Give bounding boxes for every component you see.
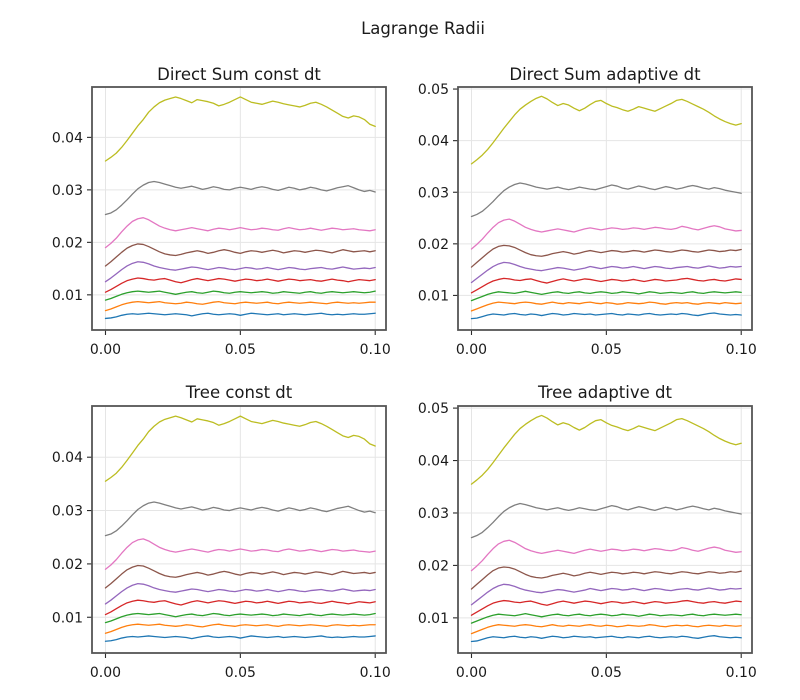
y-tick-label: 0.04 — [52, 450, 83, 466]
plot-area: 0.00 0.05 0.10 0.01 0.02 0.03 0.04 — [52, 86, 391, 358]
y-tick-label: 0.02 — [52, 557, 83, 573]
series-line-7 — [470, 218, 742, 250]
y-tick-label: 0.01 — [52, 288, 83, 304]
series-line-8 — [470, 502, 742, 539]
x-tick-label: 0.10 — [726, 342, 757, 358]
series-line-6 — [470, 244, 742, 268]
series-line-5 — [104, 583, 376, 605]
subplot-tree-adaptive-dt: 0.00 0.05 0.10 0.01 0.02 0.03 0.04 0.05 Tree ad… — [418, 383, 757, 681]
x-tick-label: 0.00 — [90, 342, 121, 358]
series-line-4 — [470, 599, 742, 616]
axes-border — [457, 86, 753, 331]
plot-area: 0.00 0.05 0.10 0.01 0.02 0.03 0.04 0.05 — [418, 401, 757, 681]
y-tick-label: 0.03 — [418, 506, 449, 522]
x-tick-label: 0.00 — [456, 342, 487, 358]
series-line-3 — [104, 290, 376, 301]
series-line-7 — [470, 539, 742, 572]
series-line-8 — [104, 501, 376, 537]
series-line-4 — [104, 277, 376, 293]
y-tick-label: 0.02 — [418, 237, 449, 253]
subplot-title: Direct Sum const dt — [157, 65, 321, 84]
y-tick-label: 0.01 — [418, 611, 449, 627]
series-line-2 — [470, 624, 742, 635]
y-tick-label: 0.02 — [52, 235, 83, 251]
x-tick-label: 0.10 — [726, 665, 757, 681]
series-line-9 — [470, 414, 742, 485]
y-tick-label: 0.05 — [418, 82, 449, 98]
series-line-5 — [470, 583, 742, 606]
subplot-title: Tree const dt — [185, 383, 293, 402]
figure-title: Lagrange Radii — [361, 19, 485, 38]
x-tick-label: 0.10 — [360, 342, 391, 358]
subplot-title: Direct Sum adaptive dt — [509, 65, 701, 84]
series-line-7 — [104, 538, 376, 570]
series-line-4 — [470, 277, 742, 294]
series-line-1 — [104, 312, 376, 320]
x-tick-label: 0.00 — [90, 665, 121, 681]
y-tick-label: 0.03 — [418, 185, 449, 201]
plot-area: 0.00 0.05 0.10 0.01 0.02 0.03 0.04 — [52, 405, 391, 681]
series-line-9 — [104, 96, 376, 162]
series-line-8 — [470, 182, 742, 218]
subplot-tree-const-dt: 0.00 0.05 0.10 0.01 0.02 0.03 0.04 Tree const … — [52, 383, 391, 681]
series-line-6 — [104, 564, 376, 589]
x-tick-label: 0.00 — [456, 665, 487, 681]
y-tick-label: 0.05 — [418, 401, 449, 417]
series-line-3 — [470, 290, 742, 302]
subplot-title: Tree adaptive dt — [537, 383, 672, 402]
series-line-2 — [470, 301, 742, 312]
series-line-6 — [470, 566, 742, 590]
subplot-direct-sum-adaptive-dt: 0.00 0.05 0.10 0.01 0.02 0.03 0.04 0.05 Direct … — [418, 65, 757, 358]
series-line-1 — [470, 312, 742, 320]
series-line-1 — [470, 635, 742, 643]
x-tick-label: 0.10 — [360, 665, 391, 681]
y-tick-label: 0.01 — [418, 288, 449, 304]
series-line-5 — [470, 261, 742, 284]
y-tick-label: 0.01 — [52, 610, 83, 626]
series-line-3 — [104, 612, 376, 624]
x-tick-label: 0.05 — [225, 342, 256, 358]
series-line-4 — [104, 599, 376, 616]
series-line-2 — [104, 301, 376, 312]
plot-area: 0.00 0.05 0.10 0.01 0.02 0.03 0.04 0.05 — [418, 82, 757, 358]
series-line-1 — [104, 635, 376, 642]
y-tick-label: 0.03 — [52, 504, 83, 520]
series-line-9 — [104, 415, 376, 482]
series-line-8 — [104, 180, 376, 216]
series-line-3 — [470, 613, 742, 624]
x-tick-label: 0.05 — [591, 342, 622, 358]
x-tick-label: 0.05 — [225, 665, 256, 681]
axes-border — [91, 86, 387, 331]
series-line-6 — [104, 243, 376, 267]
series-line-7 — [104, 217, 376, 249]
axes-border — [457, 405, 753, 654]
y-tick-label: 0.02 — [418, 558, 449, 574]
y-tick-label: 0.04 — [418, 134, 449, 150]
x-tick-label: 0.05 — [591, 665, 622, 681]
y-tick-label: 0.03 — [52, 183, 83, 199]
series-line-2 — [104, 623, 376, 634]
series-line-5 — [104, 261, 376, 283]
y-tick-label: 0.04 — [52, 130, 83, 146]
subplot-direct-sum-const-dt: 0.00 0.05 0.10 0.01 0.02 0.03 0.04 Direct Sum … — [52, 65, 391, 358]
series-line-9 — [470, 95, 742, 165]
axes-border — [91, 405, 387, 654]
y-tick-label: 0.04 — [418, 454, 449, 470]
